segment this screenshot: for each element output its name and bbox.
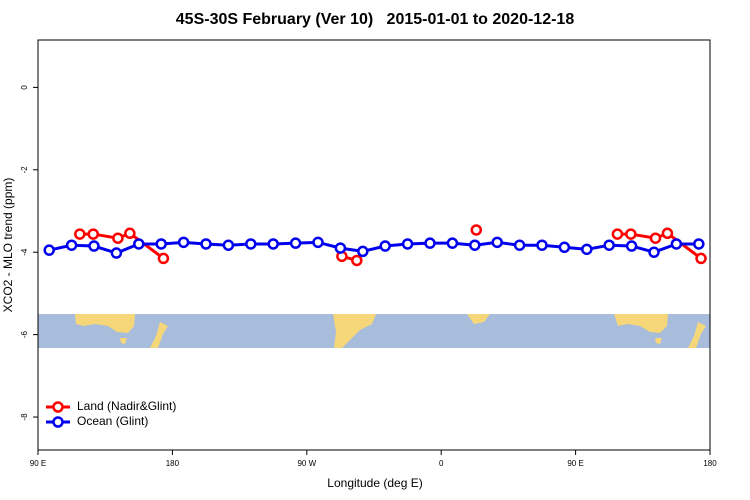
map-land bbox=[75, 314, 706, 348]
chart-title: 45S-30S February (Ver 10) 2015-01-01 to … bbox=[176, 11, 575, 28]
legend-marker bbox=[52, 401, 64, 413]
data-point bbox=[536, 239, 548, 251]
data-point bbox=[177, 236, 190, 249]
data-point bbox=[133, 238, 145, 250]
map-strip bbox=[38, 314, 710, 348]
data-point bbox=[693, 238, 705, 250]
data-point bbox=[446, 237, 459, 249]
y-tick-label: -8 bbox=[20, 413, 29, 421]
data-point bbox=[379, 240, 391, 252]
data-point bbox=[670, 238, 683, 250]
x-tick-label: 90 E bbox=[567, 459, 583, 468]
data-point bbox=[470, 224, 483, 236]
data-point bbox=[155, 238, 167, 250]
data-point bbox=[312, 236, 324, 249]
data-point bbox=[513, 239, 526, 251]
y-tick-label: -6 bbox=[20, 331, 29, 339]
data-point bbox=[124, 227, 136, 240]
data-point bbox=[289, 237, 302, 249]
data-point bbox=[581, 243, 593, 256]
map-ocean bbox=[38, 314, 710, 348]
plot-frame bbox=[37, 39, 711, 451]
data-point bbox=[112, 232, 124, 244]
x-tick-label: 90 E bbox=[30, 459, 46, 468]
data-point bbox=[424, 237, 436, 249]
data-point bbox=[200, 238, 212, 250]
data-point bbox=[110, 247, 123, 259]
data-point bbox=[267, 238, 279, 250]
x-tick-label: 180 bbox=[166, 459, 180, 468]
data-point bbox=[661, 227, 674, 240]
data-point bbox=[625, 240, 638, 252]
data-point bbox=[88, 240, 100, 252]
data-point bbox=[87, 228, 100, 240]
x-axis-label: Longitude (deg E) bbox=[327, 476, 422, 490]
data-point bbox=[351, 254, 363, 267]
data-point bbox=[65, 239, 78, 251]
legend-marker bbox=[52, 416, 64, 428]
data-point bbox=[648, 246, 660, 258]
data-point bbox=[222, 239, 235, 251]
data-point bbox=[334, 242, 347, 254]
data-point bbox=[357, 245, 369, 258]
y-axis-label: XCO2 - MLO trend (ppm) bbox=[1, 178, 15, 313]
data-point bbox=[157, 252, 170, 265]
y-tick-label: -2 bbox=[20, 166, 29, 174]
data-point bbox=[558, 241, 571, 254]
data-point bbox=[401, 238, 414, 250]
x-tick-label: 90 W bbox=[297, 459, 316, 468]
data-point bbox=[625, 228, 637, 240]
data-point bbox=[43, 244, 55, 256]
data-point bbox=[245, 238, 257, 250]
data-point bbox=[491, 236, 503, 249]
legend-label: Land (Nadir&Glint) bbox=[77, 399, 176, 413]
data-point bbox=[695, 252, 707, 265]
x-tick-label: 0 bbox=[439, 459, 444, 468]
data-point bbox=[649, 232, 662, 244]
x-tick-label: 180 bbox=[703, 459, 717, 468]
legend-label: Ocean (Glint) bbox=[77, 414, 148, 428]
data-point bbox=[603, 239, 615, 251]
data-point bbox=[74, 228, 86, 240]
data-point bbox=[469, 239, 481, 251]
y-tick-label: 0 bbox=[20, 85, 29, 90]
y-tick-label: -4 bbox=[20, 248, 29, 256]
data-point bbox=[611, 228, 624, 240]
